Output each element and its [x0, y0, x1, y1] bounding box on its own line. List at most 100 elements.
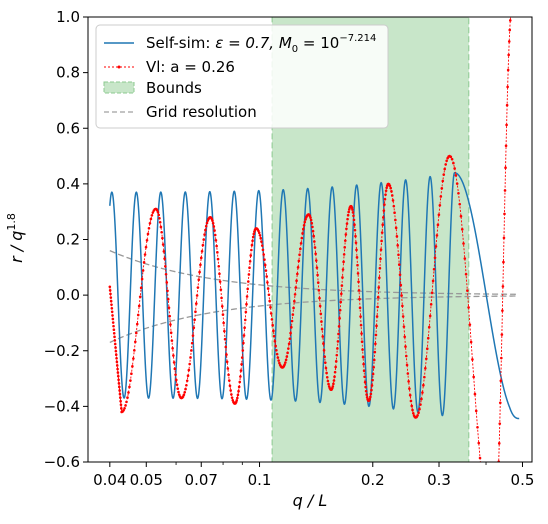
vl-point — [473, 392, 477, 396]
vl-point — [334, 365, 337, 369]
vl-point — [507, 40, 511, 43]
vl-point — [172, 361, 176, 364]
legend: Self-sim: ε = 0.7, M0 = 10−7.214 Vl: a =… — [95, 24, 389, 129]
vl-point — [511, 3, 514, 6]
x-tick-label: 0.3 — [427, 471, 451, 489]
vl-point — [118, 392, 122, 396]
vl-point — [474, 409, 478, 413]
vl-point — [427, 325, 431, 329]
vl-point — [401, 304, 404, 308]
vl-point — [510, 6, 513, 9]
vl-point — [226, 367, 230, 370]
vl-point — [242, 341, 245, 345]
vl-point — [378, 276, 381, 280]
vl-point — [436, 223, 440, 227]
vl-point — [117, 378, 120, 382]
vl-point — [171, 346, 174, 350]
vl-point — [262, 253, 265, 256]
vl-point — [259, 236, 263, 240]
vl-point — [297, 259, 301, 263]
vl-point — [462, 242, 465, 245]
vl-point — [145, 238, 149, 242]
vl-point — [289, 331, 292, 335]
vl-point — [383, 203, 386, 206]
vl-point — [483, 496, 486, 499]
vl-point — [459, 214, 463, 218]
vl-point — [236, 393, 240, 397]
vl-point — [422, 383, 425, 387]
vl-point — [428, 314, 432, 318]
vl-point — [377, 286, 381, 289]
vl-point — [420, 397, 423, 401]
vl-point — [225, 353, 228, 356]
vl-point — [484, 507, 487, 510]
vl-point — [321, 335, 325, 338]
vl-point — [294, 286, 298, 289]
vl-point — [161, 243, 165, 246]
vl-point — [245, 302, 248, 306]
vl-point — [118, 396, 122, 399]
vl-point — [161, 236, 164, 240]
vl-point — [502, 236, 506, 240]
vl-point — [203, 233, 206, 236]
vl-point — [345, 222, 349, 225]
vl-point — [198, 270, 201, 274]
y-tick-label: 0.4 — [56, 175, 80, 193]
vl-point — [199, 263, 202, 267]
vl-point — [197, 278, 201, 282]
y-tick-label: −0.2 — [44, 342, 80, 360]
vl-point — [403, 335, 407, 339]
x-tick-label: 0.1 — [248, 471, 272, 489]
vl-point — [402, 325, 406, 328]
vl-point — [249, 254, 253, 257]
vl-point — [132, 357, 135, 360]
vl-point — [148, 221, 152, 225]
vl-point — [116, 374, 120, 378]
vl-point — [135, 322, 139, 326]
vl-point — [242, 334, 246, 337]
vl-point — [266, 281, 269, 284]
legend-entry-bounds: Bounds — [146, 79, 202, 97]
vl-point — [322, 349, 326, 352]
vl-point — [477, 441, 481, 445]
vl-point — [502, 260, 505, 264]
vl-point — [220, 304, 224, 308]
vl-point — [381, 216, 385, 219]
vl-point — [237, 389, 240, 393]
vl-point — [120, 407, 123, 410]
vl-point — [299, 241, 303, 245]
x-tick-label: 0.2 — [361, 471, 385, 489]
x-axis: 0.04 0.05 0.07 0.1 0.2 0.3 0.5 — [93, 462, 534, 489]
vl-point — [481, 484, 484, 487]
vl-point — [401, 315, 405, 318]
vl-point — [165, 281, 169, 284]
vl-point — [396, 244, 400, 247]
vl-point — [468, 323, 472, 326]
vl-point — [301, 232, 304, 235]
vl-point — [251, 239, 254, 243]
legend-marker-vl — [117, 65, 121, 69]
vl-point — [353, 223, 356, 227]
vl-point — [128, 385, 131, 389]
x-tick-label: 0.04 — [93, 471, 126, 489]
vl-point — [434, 245, 438, 248]
vl-point — [380, 231, 384, 234]
vl-point — [344, 233, 348, 236]
vl-point — [497, 477, 500, 480]
vl-point — [504, 144, 508, 148]
vl-point — [354, 241, 358, 245]
vl-point — [463, 257, 467, 260]
vl-point — [505, 123, 508, 127]
legend-entry-self-sim: Self-sim: ε = 0.7, M0 = 10−7.214 — [146, 33, 376, 55]
vl-point — [469, 340, 473, 344]
vl-point — [495, 517, 498, 520]
vl-point — [222, 321, 225, 325]
vl-point — [269, 312, 273, 315]
vl-point — [370, 384, 374, 387]
vl-point — [499, 379, 503, 383]
vl-point — [140, 277, 144, 281]
vl-point — [359, 315, 362, 318]
vl-point — [354, 234, 357, 238]
vl-point — [500, 333, 504, 336]
vl-point — [410, 404, 414, 408]
